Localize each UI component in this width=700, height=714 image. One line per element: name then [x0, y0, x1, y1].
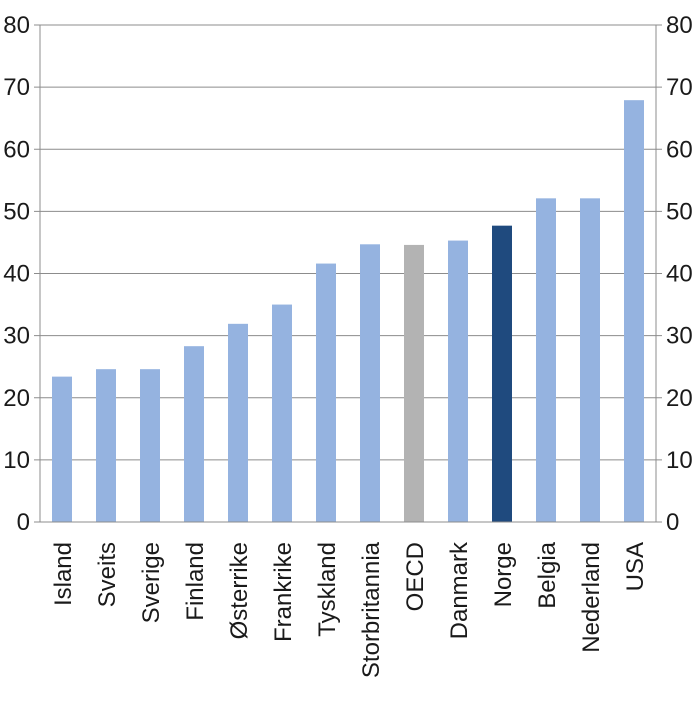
y-tick-label-left: 80	[3, 12, 30, 39]
y-tick-label-right: 80	[666, 12, 693, 39]
bar-nederland	[580, 198, 600, 523]
y-tick-label-right: 20	[666, 385, 693, 412]
x-tick-label-finland: Finland	[182, 542, 209, 621]
x-tick-label-danmark: Danmark	[446, 541, 473, 639]
bar-frankrike	[272, 304, 292, 522]
x-tick-label-frankrike: Frankrike	[270, 542, 297, 642]
bar-sverige	[140, 369, 160, 522]
x-tick-label-sverige: Sverige	[138, 542, 165, 623]
y-tick-label-right: 50	[666, 198, 693, 225]
x-tick-label-tyskland: Tyskland	[314, 542, 341, 637]
y-tick-label-right: 40	[666, 261, 693, 288]
x-tick-label-usa: USA	[622, 542, 649, 591]
bar-finland	[184, 346, 204, 522]
y-tick-label-right: 60	[666, 136, 693, 163]
axes	[34, 24, 662, 523]
x-tick-label-island: Island	[50, 542, 77, 606]
x-axis-labels: Island Sveits Sverige Finland Østerrike Frank…	[50, 541, 649, 678]
x-tick-label-sveits: Sveits	[94, 542, 121, 607]
bar-norge	[492, 225, 512, 522]
y-axis-left-ticks: 0 10 20 30 40 50 60 70 80	[3, 12, 30, 536]
y-tick-label-left: 30	[3, 323, 30, 350]
y-tick-label-right: 10	[666, 447, 693, 474]
x-tick-label-storbritannia: Storbritannia	[358, 541, 385, 678]
bar-danmark	[448, 240, 468, 523]
bar-storbritannia	[360, 244, 380, 522]
y-tick-label-right: 70	[666, 74, 693, 101]
bar-tyskland	[316, 263, 336, 522]
y-tick-label-left: 10	[3, 447, 30, 474]
y-tick-label-left: 60	[3, 136, 30, 163]
bar-belgia	[536, 198, 556, 523]
y-tick-label-left: 70	[3, 74, 30, 101]
x-tick-label-østerrike: Østerrike	[226, 542, 253, 639]
y-tick-label-right: 30	[666, 323, 693, 350]
y-tick-label-left: 50	[3, 198, 30, 225]
bar-sveits	[96, 369, 116, 522]
x-tick-label-norge: Norge	[490, 542, 517, 607]
x-tick-label-nederland: Nederland	[578, 542, 605, 653]
y-tick-label-left: 40	[3, 261, 30, 288]
bar-oecd	[404, 244, 424, 523]
bar-island	[52, 376, 72, 522]
grid-lines	[40, 24, 656, 461]
y-tick-label-left: 0	[17, 509, 30, 536]
x-tick-label-oecd: OECD	[402, 542, 429, 611]
bar-østerrike	[228, 323, 248, 522]
y-axis-right-ticks: 0 10 20 30 40 50 60 70 80	[666, 12, 693, 536]
y-tick-label-left: 20	[3, 385, 30, 412]
y-tick-label-right: 0	[666, 509, 679, 536]
bar-usa	[624, 100, 644, 522]
x-tick-label-belgia: Belgia	[534, 541, 561, 608]
bars	[52, 100, 644, 523]
